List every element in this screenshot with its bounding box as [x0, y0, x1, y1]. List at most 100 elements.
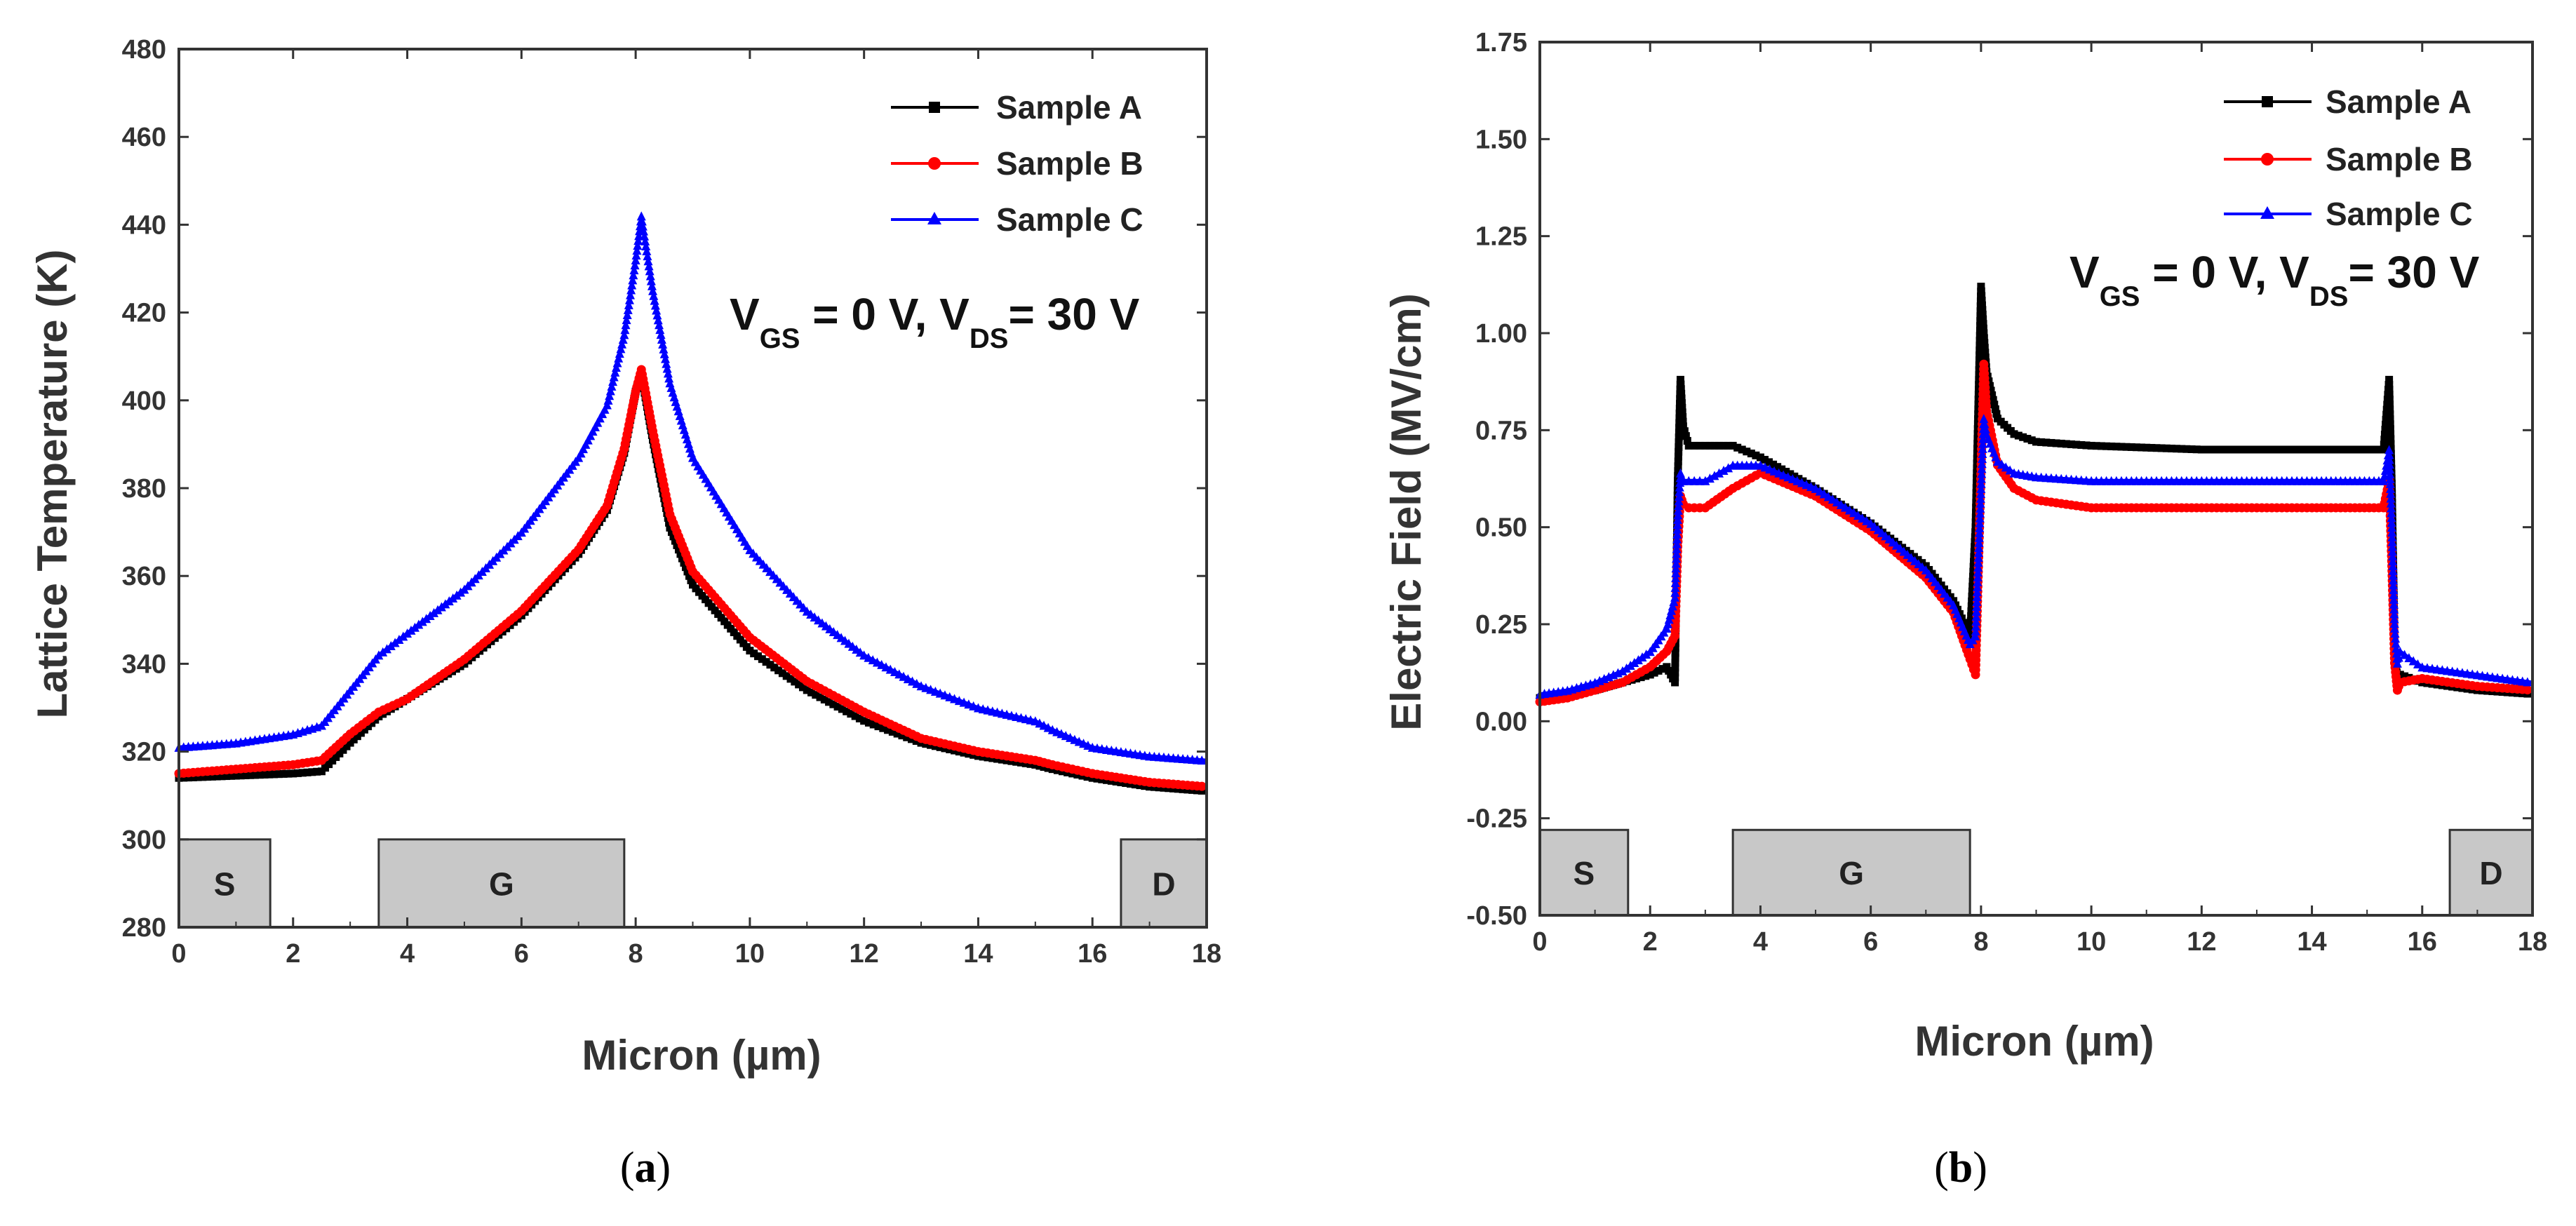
data-point-sample-a [2293, 445, 2301, 454]
data-point-sample-c [652, 305, 662, 315]
data-point-sample-c [662, 363, 672, 373]
data-point-sample-a [2312, 445, 2321, 454]
data-point-sample-a [680, 558, 688, 567]
panel-b-legend: Sample A Sample B Sample C [2224, 83, 2473, 232]
data-point-sample-a [1978, 292, 1986, 300]
data-point-sample-a [1675, 438, 1683, 446]
data-point-sample-a [1696, 441, 1704, 450]
data-point-sample-a [669, 532, 678, 541]
data-point-sample-a [2057, 439, 2065, 447]
data-point-sample-a [1733, 443, 1742, 452]
data-point-sample-a [803, 686, 811, 694]
data-point-sample-a [2062, 440, 2070, 448]
data-point-sample-a [1970, 558, 1978, 566]
data-point-sample-c [628, 275, 638, 285]
y-tick-label: 300 [122, 826, 166, 855]
data-point-sample-a [1786, 470, 1795, 478]
data-point-sample-c [1197, 755, 1207, 765]
data-point-sample-c [1670, 587, 1680, 597]
data-point-sample-a [2380, 445, 2388, 454]
data-point-sample-a [1701, 441, 1710, 450]
data-point-sample-a [1671, 659, 1679, 667]
data-point-sample-c [624, 299, 633, 309]
data-point-sample-c [640, 231, 650, 241]
data-point-sample-a [1975, 342, 1984, 350]
data-point-sample-c [444, 596, 454, 606]
data-point-sample-a [1975, 371, 1983, 379]
data-point-sample-c [1976, 488, 1986, 498]
data-point-sample-a [1671, 654, 1679, 662]
data-point-sample-a [1678, 408, 1686, 417]
data-point-sample-a [795, 680, 803, 689]
data-point-sample-a [1665, 666, 1673, 675]
data-point-sample-a [1674, 462, 1682, 471]
data-point-sample-a [812, 691, 820, 699]
data-point-sample-a [1979, 324, 1987, 332]
data-point-sample-c [641, 241, 651, 250]
data-point-sample-c [661, 353, 671, 363]
data-point-sample-a [1782, 467, 1790, 476]
data-point-sample-c [2389, 599, 2399, 609]
data-point-sample-a [1980, 339, 1989, 347]
data-point-sample-c [1977, 464, 1987, 473]
x-tick-label: 2 [286, 939, 300, 969]
data-point-sample-c [643, 251, 652, 261]
data-point-sample-c [650, 295, 659, 305]
series-markers-sample-c [1535, 414, 2533, 699]
data-point-sample-c [645, 271, 655, 281]
data-point-sample-c [2389, 590, 2399, 600]
data-point-sample-a [864, 718, 873, 727]
data-point-sample-a [2082, 441, 2091, 450]
data-point-sample-c [629, 270, 638, 280]
data-point-sample-a [879, 724, 887, 732]
y-tick-label: 320 [122, 738, 166, 767]
data-point-sample-c [1642, 649, 1651, 659]
data-point-sample-a [847, 710, 855, 718]
legend-label-sample-c: Sample C [2326, 196, 2473, 232]
panel-a-plot-area: S G D 0 2 4 6 8 10 12 14 16 18 280 300 320 340 360 380 400 4… [122, 35, 1222, 969]
panel-b-x-axis-title: Micron (µm) [1914, 1018, 2154, 1065]
data-point-sample-c [2391, 638, 2401, 648]
data-point-sample-a [236, 772, 245, 780]
data-point-sample-a [199, 773, 207, 781]
data-point-sample-c [1973, 572, 1983, 581]
data-point-sample-c [1673, 515, 1683, 525]
data-point-sample-a [2387, 435, 2395, 443]
x-tick-label: 18 [1192, 939, 1221, 969]
data-point-sample-a [2278, 445, 2286, 454]
data-point-sample-a [2178, 445, 2186, 453]
data-point-sample-a [2370, 445, 2378, 454]
data-point-sample-a [1675, 433, 1683, 442]
data-point-sample-c [612, 358, 622, 368]
data-point-sample-a [1756, 453, 1764, 462]
data-point-sample-a [1710, 441, 1719, 450]
data-point-sample-a [898, 732, 906, 740]
data-point-sample-a [1677, 385, 1685, 393]
data-point-sample-a [2317, 445, 2326, 454]
data-point-sample-a [1977, 287, 1985, 295]
y-tick-label: 480 [122, 35, 166, 65]
data-point-sample-a [2047, 438, 2055, 447]
data-point-sample-a [1961, 623, 1970, 631]
data-point-sample-a [2346, 445, 2354, 454]
data-point-sample-c [1977, 469, 1987, 478]
data-point-sample-c [1672, 544, 1682, 553]
data-point-sample-c [607, 381, 617, 391]
x-tick-label: 2 [1643, 927, 1658, 957]
data-point-sample-c [1724, 463, 1733, 473]
data-point-sample-a [2192, 445, 2201, 454]
data-point-sample-c [1971, 607, 1981, 617]
series-line-sample-c [1539, 417, 2533, 696]
data-point-sample-a [308, 768, 316, 776]
data-point-sample-c [436, 602, 446, 612]
data-point-sample-c [1978, 454, 1987, 464]
data-point-sample-a [666, 523, 674, 532]
data-point-sample-c [653, 315, 663, 325]
data-point-sample-c [634, 231, 644, 241]
y-tick-label: 0.50 [1475, 513, 1527, 543]
data-point-sample-c [1975, 498, 1985, 508]
data-point-sample-a [1769, 460, 1778, 469]
data-point-sample-a [2258, 445, 2266, 454]
region-box-g [377, 838, 626, 929]
data-point-sample-a [1674, 467, 1682, 476]
